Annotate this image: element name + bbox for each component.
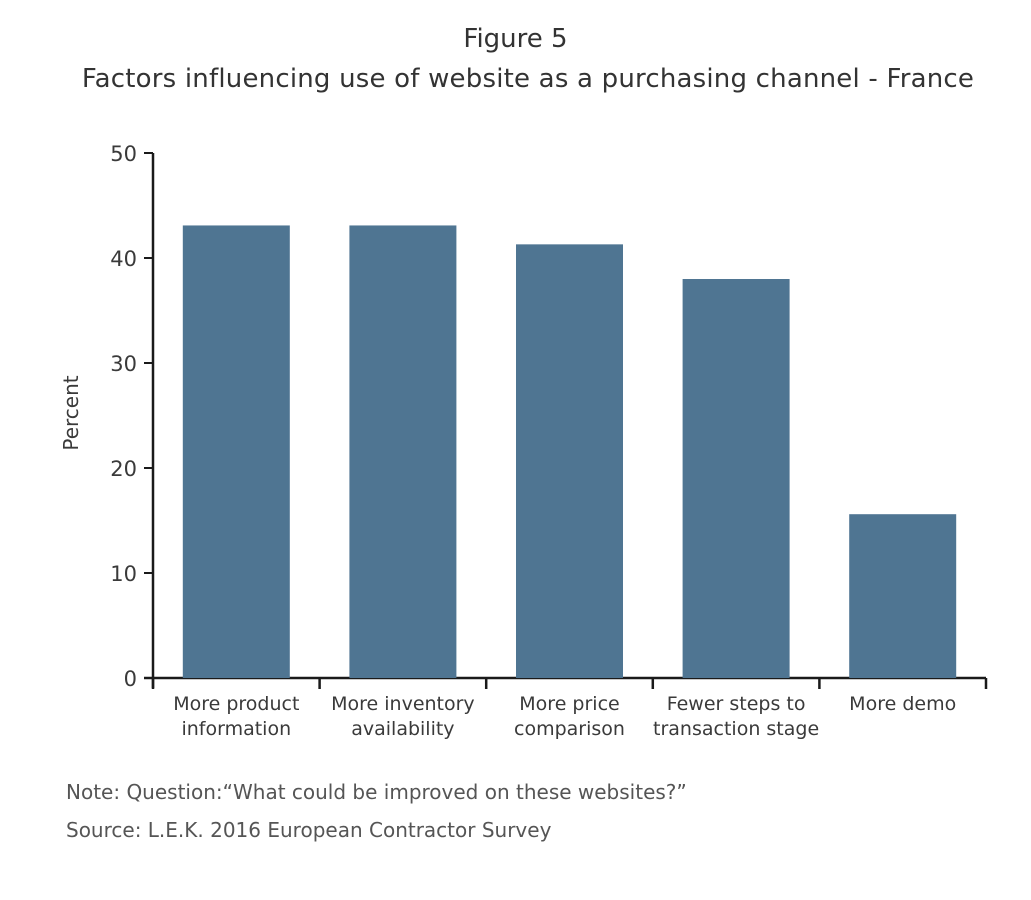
y-tick-label: 20 [110, 457, 137, 481]
chart-note: Note: Question:“What could be improved o… [66, 780, 687, 804]
bars [182, 225, 957, 678]
chart-title: Factors influencing use of website as a … [81, 64, 975, 94]
bar [849, 514, 957, 678]
x-tick-label: More inventory availability [331, 693, 475, 740]
x-tick-label-line: More demo [849, 693, 956, 715]
x-tick-label-line: More inventory [331, 693, 475, 715]
x-tick-label-line: More price [519, 693, 619, 715]
x-tick-label-line: More product [173, 693, 299, 715]
x-tick-label: More product information [173, 693, 299, 740]
x-tick-label-line: Fewer steps to [667, 693, 806, 715]
x-tick-label-line: transaction stage [653, 718, 819, 740]
chart-source: Source: L.E.K. 2016 European Contractor … [66, 818, 552, 842]
y-tick-label: 30 [110, 352, 137, 376]
x-tick-label: More price comparison [514, 693, 625, 740]
x-tick-label: More demo [849, 693, 956, 715]
y-axis: 0 10 20 30 40 50 [110, 142, 155, 691]
figure-label: Figure 5 [463, 24, 568, 54]
y-tick-label: 40 [110, 247, 137, 271]
bar [349, 225, 457, 678]
x-tick-labels: More product information More inventory ava… [173, 693, 956, 740]
bar [682, 279, 790, 678]
bar [516, 244, 623, 678]
y-tick-label: 0 [124, 667, 137, 691]
x-tick-label-line: information [181, 718, 291, 740]
y-axis-label: Percent [59, 375, 83, 450]
bar [182, 225, 290, 678]
x-axis [144, 676, 988, 689]
x-tick-label: Fewer steps to transaction stage [653, 693, 819, 740]
y-tick-label: 10 [110, 562, 137, 586]
x-tick-label-line: comparison [514, 718, 625, 740]
y-tick-label: 50 [110, 142, 137, 166]
x-tick-label-line: availability [351, 718, 454, 740]
